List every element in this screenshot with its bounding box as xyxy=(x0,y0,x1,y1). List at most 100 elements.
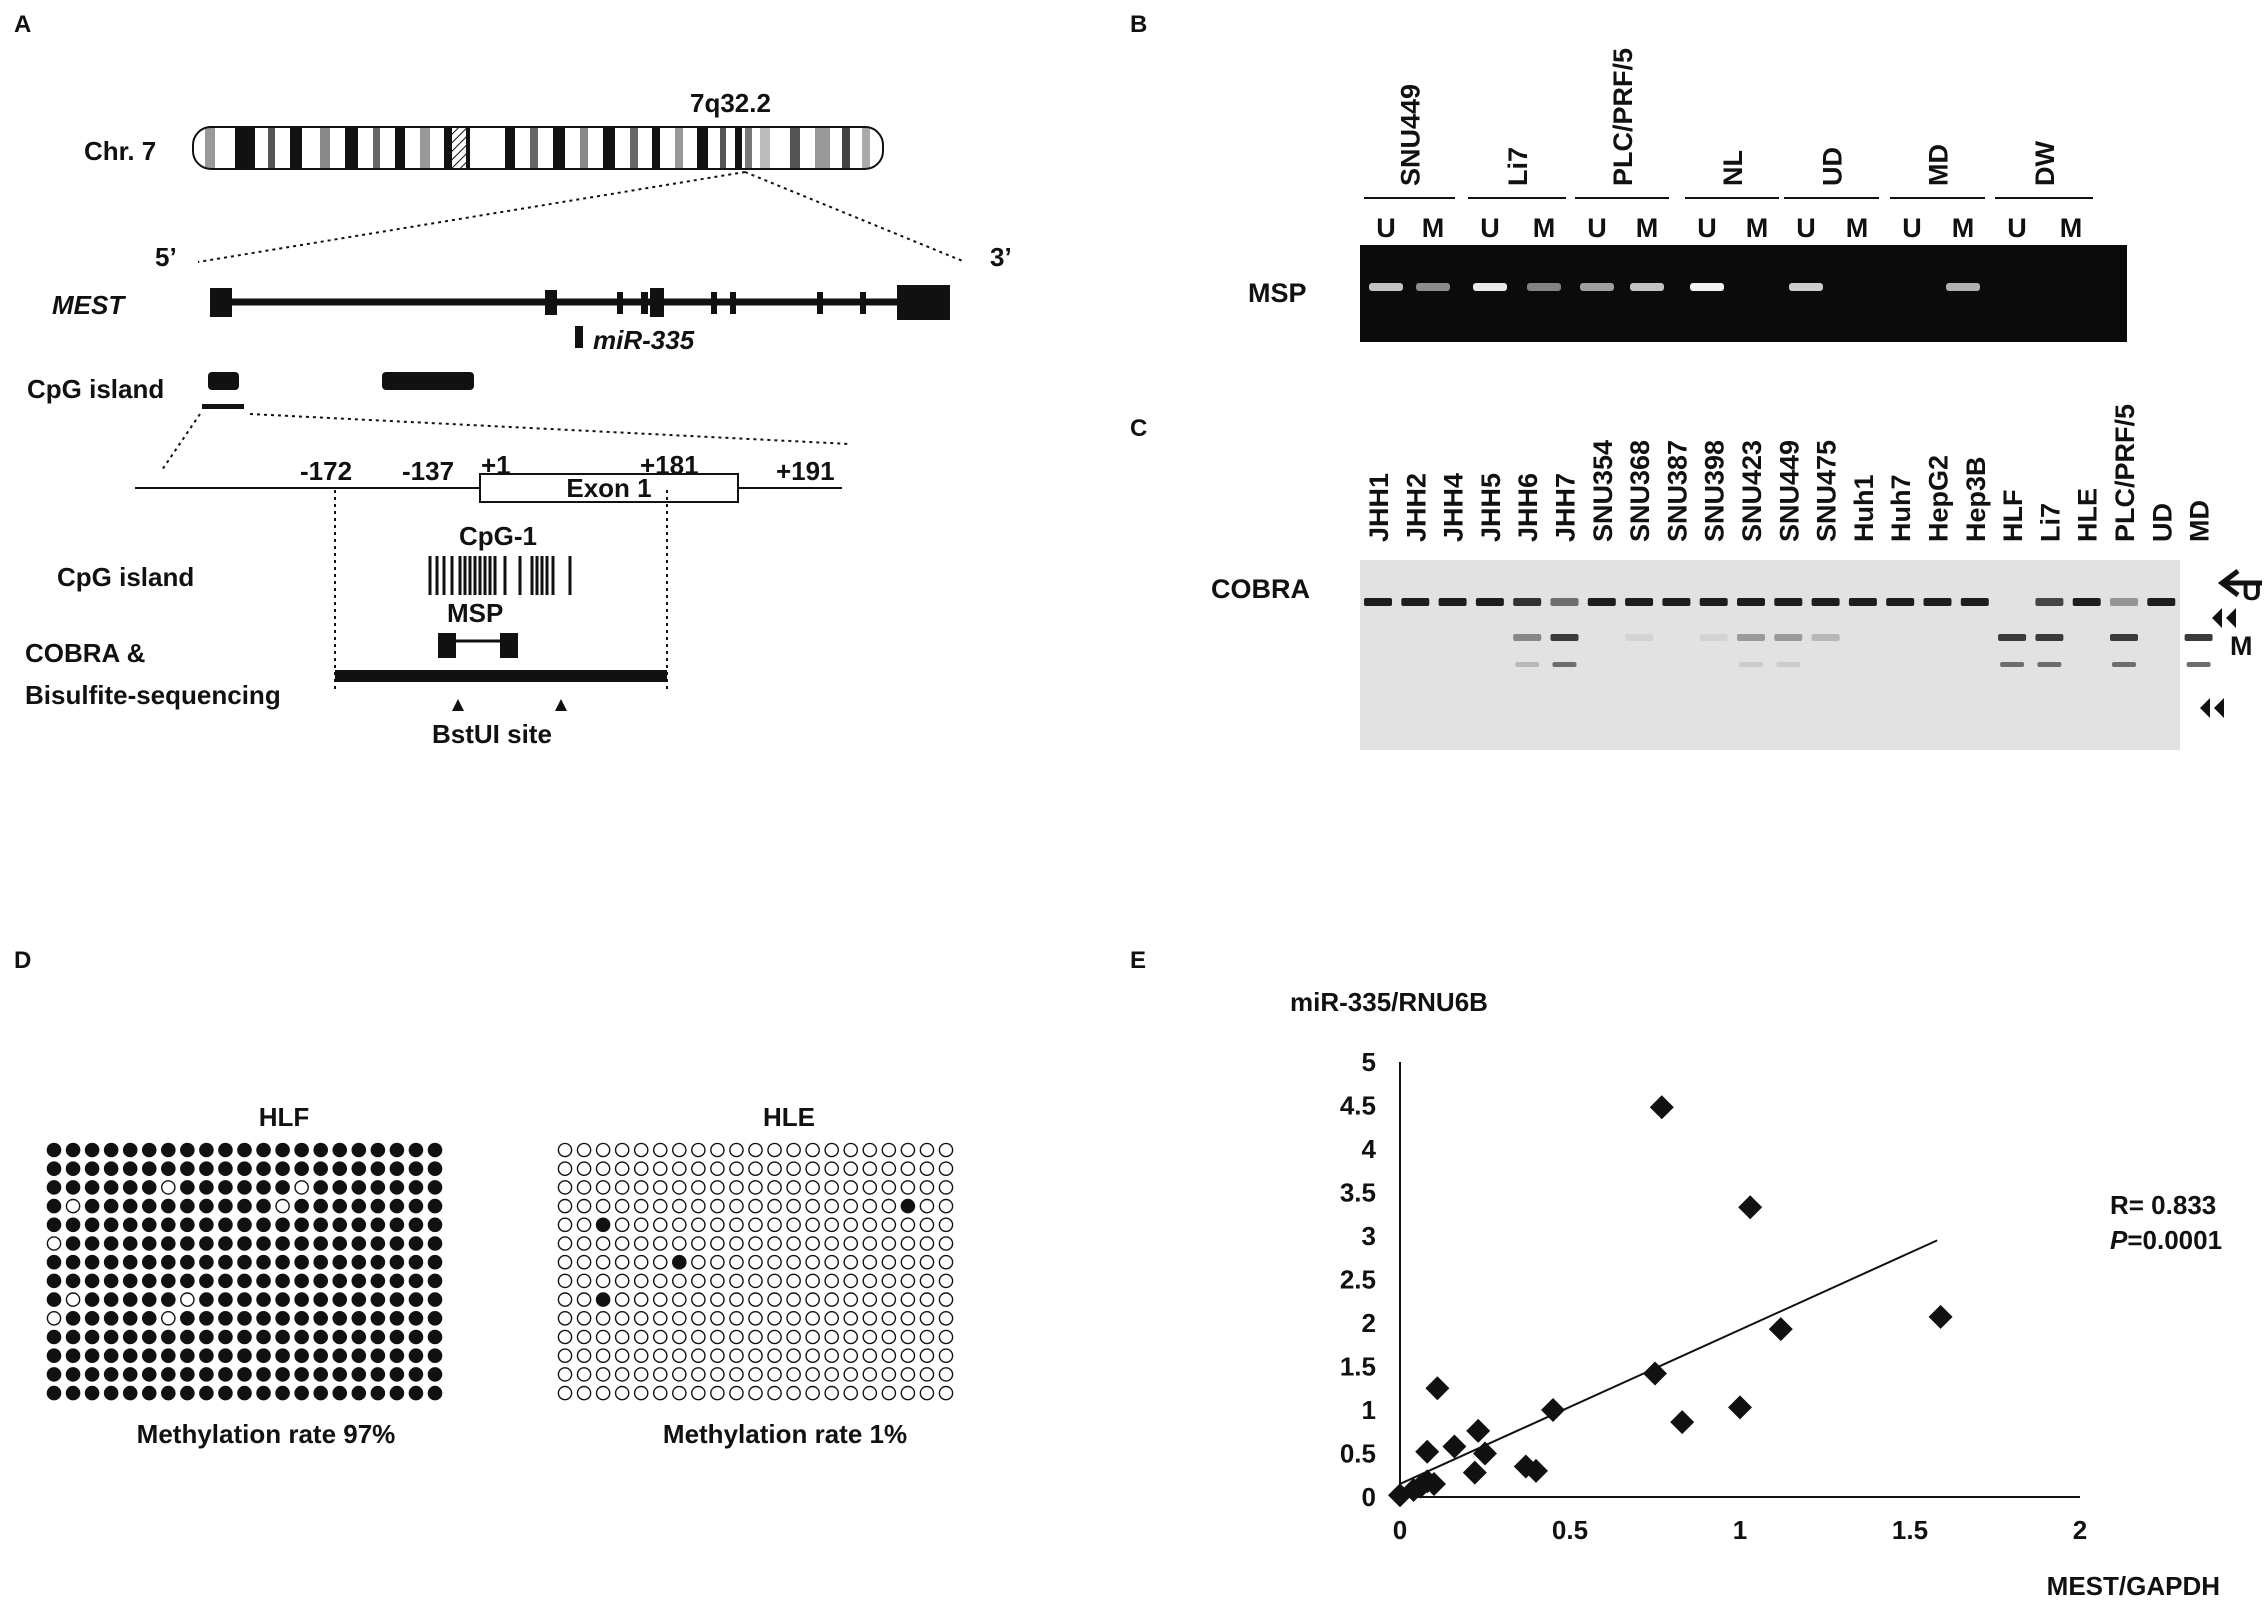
methylated-cpg xyxy=(84,1142,100,1158)
cobra-m-band-lower xyxy=(2112,662,2136,667)
methylated-cpg xyxy=(389,1273,405,1289)
unmethylated-cpg xyxy=(900,1254,916,1270)
cobra-u-band xyxy=(2147,598,2176,606)
unmethylated-cpg xyxy=(767,1198,782,1214)
unmethylated-cpg xyxy=(633,1161,649,1176)
unmethylated-cpg xyxy=(652,1254,668,1270)
unmethylated-cpg xyxy=(786,1385,801,1401)
unmethylated-cpg xyxy=(576,1142,592,1158)
methylated-cpg xyxy=(103,1311,119,1326)
methylated-cpg xyxy=(122,1273,138,1289)
cobra-u-band xyxy=(1662,598,1691,606)
msp-primer-right xyxy=(500,633,518,658)
cobra-label: COBRA & xyxy=(25,638,145,668)
methylated-cpg xyxy=(122,1236,138,1251)
cobra-lane-label: SNU423 xyxy=(1737,440,1767,542)
methylated-cpg xyxy=(237,1142,252,1158)
msp-band xyxy=(1369,283,1403,291)
cobra-u-band xyxy=(1923,598,1952,606)
cobra-lane-label: UD xyxy=(2147,503,2177,542)
methylated-cpg xyxy=(218,1292,233,1307)
methylated-cpg xyxy=(408,1292,424,1307)
msp-lane-label: U xyxy=(1376,213,1396,243)
unmethylated-cpg xyxy=(805,1273,820,1289)
methylated-cpg xyxy=(427,1142,443,1158)
unmethylated-cpg xyxy=(862,1367,878,1382)
methylated-cpg xyxy=(351,1236,367,1251)
methylated-cpg xyxy=(237,1236,252,1251)
msp-lane-label: U xyxy=(1480,213,1500,243)
cobra-u-band xyxy=(1513,598,1542,606)
methylated-cpg xyxy=(237,1198,252,1214)
unmethylated-cpg xyxy=(767,1236,782,1251)
chart-tick-labels: 0 0.5 1 1.5 2 0 0.5 1 1.5 2 2.5 3 3.5 4 4.5 5 xyxy=(1340,1047,2087,1545)
cobra-m-band-lower xyxy=(2000,662,2025,667)
methylated-cpg xyxy=(313,1254,329,1270)
methylated-cpg xyxy=(103,1198,119,1214)
unmethylated-cpg xyxy=(881,1329,897,1345)
x-tick-label: 1 xyxy=(1733,1515,1747,1545)
unmethylated-cpg xyxy=(824,1348,840,1363)
msp-band xyxy=(1789,283,1823,291)
unmethylated-cpg xyxy=(862,1180,878,1195)
unmethylated-cpg xyxy=(46,1311,62,1326)
unmethylated-cpg xyxy=(614,1367,630,1382)
cobra-u-band xyxy=(1960,598,1989,606)
methylated-cpg xyxy=(313,1217,329,1233)
unmethylated-cpg xyxy=(767,1142,782,1158)
methylated-cpg xyxy=(427,1348,443,1363)
methylated-cpg xyxy=(408,1198,424,1214)
msp-bands xyxy=(1369,283,1980,291)
methylated-cpg xyxy=(313,1142,329,1158)
unmethylated-cpg xyxy=(767,1254,782,1270)
methylated-cpg xyxy=(103,1273,119,1289)
methylated-cpg xyxy=(141,1385,157,1401)
unmethylated-cpg xyxy=(748,1142,763,1158)
unmethylated-cpg xyxy=(748,1180,763,1195)
methylated-cpg xyxy=(122,1348,138,1363)
methylated-cpg xyxy=(313,1180,329,1195)
methylated-cpg xyxy=(256,1292,271,1307)
methylated-cpg xyxy=(103,1292,119,1307)
methylated-cpg xyxy=(141,1273,157,1289)
unmethylated-cpg xyxy=(881,1198,897,1214)
chromosome-ideogram xyxy=(192,126,884,170)
methylated-cpg xyxy=(46,1217,62,1233)
unmethylated-cpg xyxy=(767,1348,782,1363)
cobra-bands xyxy=(1364,598,2213,667)
methylated-cpg xyxy=(427,1198,443,1214)
methylated-cpg xyxy=(332,1161,348,1176)
cobra-lane-label: JHH2 xyxy=(1401,473,1431,542)
methylated-cpg xyxy=(141,1348,157,1363)
methylated-cpg xyxy=(389,1142,405,1158)
unmethylated-cpg xyxy=(46,1236,62,1251)
unmethylated-cpg xyxy=(938,1142,954,1158)
methylated-cpg xyxy=(160,1142,176,1158)
methylated-cpg xyxy=(370,1292,386,1307)
methylated-cpg xyxy=(65,1385,81,1401)
methylated-cpg xyxy=(389,1236,405,1251)
methylated-cpg xyxy=(351,1311,367,1326)
unmethylated-cpg xyxy=(938,1385,954,1401)
msp-group-label: MD xyxy=(1924,144,1954,186)
methylated-cpg xyxy=(370,1367,386,1382)
y-tick-label: 4 xyxy=(1362,1134,1377,1164)
msp-band xyxy=(1473,283,1507,291)
panel-a-gene-diagram: Chr. 7 7q32.2 5’ 3’ MEST miR-335 CpG isl… xyxy=(25,88,1012,749)
methylated-cpg xyxy=(427,1329,443,1345)
methylated-cpg xyxy=(122,1329,138,1345)
cobra-lane-label: JHH6 xyxy=(1513,473,1543,542)
methylated-cpg xyxy=(351,1198,367,1214)
zoom-line-2-left xyxy=(161,413,201,471)
unmethylated-cpg xyxy=(919,1180,935,1195)
unmethylated-cpg xyxy=(843,1142,859,1158)
methylated-cpg xyxy=(256,1236,271,1251)
y-tick-label: 4.5 xyxy=(1340,1091,1376,1121)
unmethylated-cpg xyxy=(919,1142,935,1158)
methylated-cpg xyxy=(180,1348,195,1363)
unmethylated-cpg xyxy=(652,1217,668,1233)
methylated-label: M xyxy=(2230,631,2253,661)
methylated-cpg xyxy=(237,1348,252,1363)
cpg-island-underline xyxy=(202,404,244,409)
methylated-cpg xyxy=(84,1292,100,1307)
